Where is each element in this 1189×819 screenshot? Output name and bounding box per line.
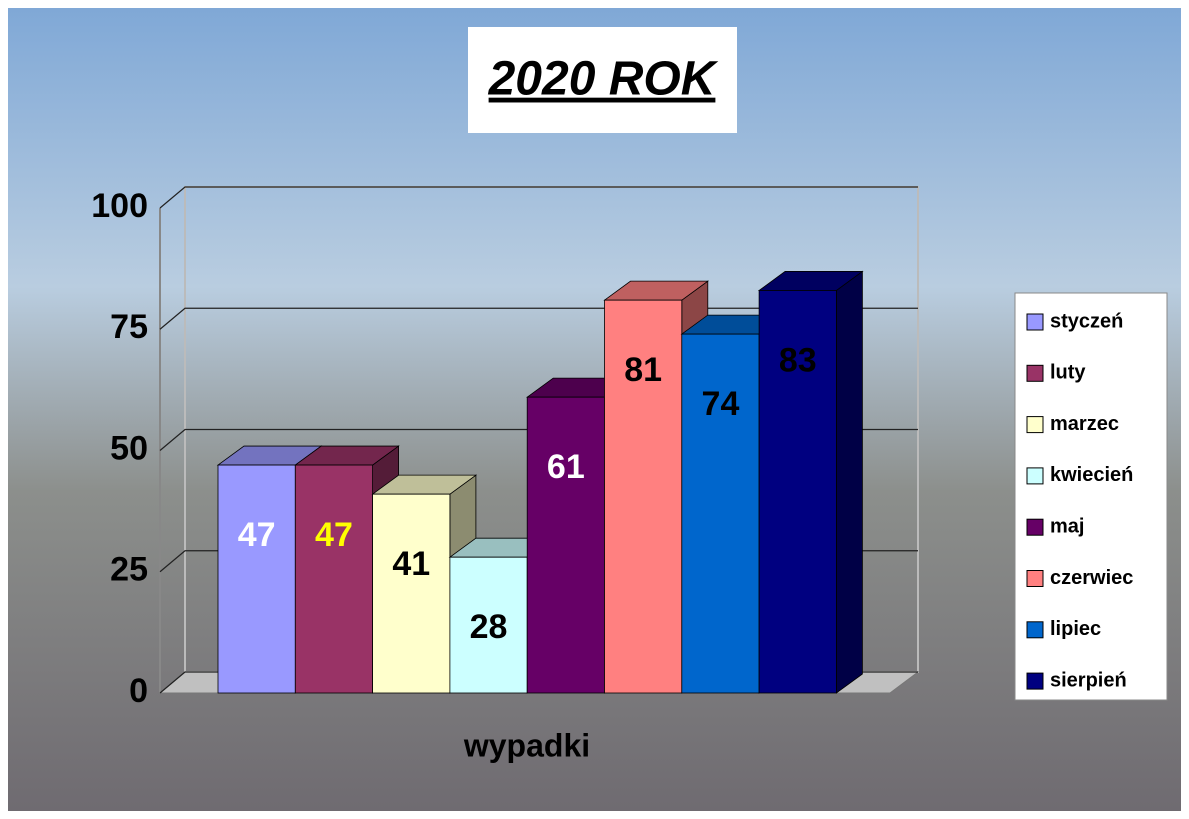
legend-swatch xyxy=(1027,622,1043,638)
legend-label: marzec xyxy=(1050,413,1119,435)
legend-label: styczeń xyxy=(1050,310,1123,332)
data-label: 61 xyxy=(547,448,585,486)
bar xyxy=(759,271,862,693)
x-axis-label: wypadki xyxy=(463,727,590,763)
legend-swatch xyxy=(1027,365,1043,381)
chart-title: 2020 ROK xyxy=(488,53,719,106)
data-label: 28 xyxy=(470,608,508,646)
legend-label: maj xyxy=(1050,515,1084,537)
legend-swatch xyxy=(1027,417,1043,433)
y-tick-label: 50 xyxy=(110,429,148,467)
bar-front xyxy=(295,465,372,693)
legend-swatch xyxy=(1027,519,1043,535)
legend-swatch xyxy=(1027,468,1043,484)
legend-label: sierpień xyxy=(1050,669,1127,691)
legend-swatch xyxy=(1027,673,1043,689)
bar-front xyxy=(218,465,295,693)
data-label: 41 xyxy=(392,545,430,583)
data-label: 47 xyxy=(238,516,276,554)
bar-side xyxy=(836,271,862,693)
data-label: 83 xyxy=(779,341,817,379)
data-label: 47 xyxy=(315,516,353,554)
legend-swatch xyxy=(1027,571,1043,587)
legend-label: luty xyxy=(1050,362,1086,384)
y-tick-label: 25 xyxy=(110,551,148,589)
bar-front xyxy=(527,397,604,693)
y-tick-label: 75 xyxy=(110,308,148,346)
legend-label: czerwiec xyxy=(1050,567,1133,589)
y-tick-label: 100 xyxy=(91,187,148,225)
data-label: 81 xyxy=(624,351,662,389)
data-label: 74 xyxy=(702,385,740,423)
chart: 2020 ROK wypadki 0 25 50 75 100 47 styczeń 47 lu… xyxy=(0,0,1189,819)
legend-swatch xyxy=(1027,314,1043,330)
legend-label: lipiec xyxy=(1050,618,1101,640)
y-tick-label: 0 xyxy=(129,672,148,710)
legend-label: kwiecień xyxy=(1050,464,1133,486)
bar-front xyxy=(373,494,450,693)
